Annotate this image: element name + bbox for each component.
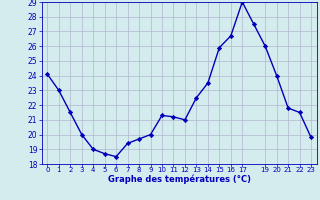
X-axis label: Graphe des températures (°C): Graphe des températures (°C) bbox=[108, 174, 251, 184]
